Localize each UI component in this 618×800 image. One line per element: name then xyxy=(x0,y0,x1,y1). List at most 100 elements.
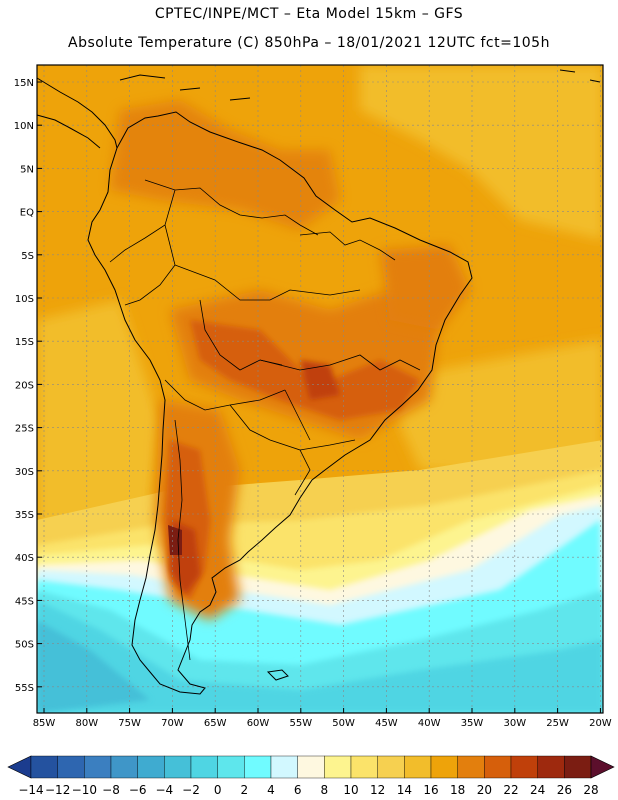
colorbar-arrow-right xyxy=(590,755,615,779)
field-22 xyxy=(190,320,420,420)
field-m2 xyxy=(37,620,150,713)
colorbar-bin xyxy=(137,755,165,779)
field-26 xyxy=(168,525,182,555)
colorbar-tick-label: 10 xyxy=(343,783,358,797)
lat-label: 10S xyxy=(15,294,34,305)
field-24-central xyxy=(300,360,340,400)
colorbar-bin xyxy=(537,755,565,779)
colorbar-bin xyxy=(457,755,485,779)
colorbar-tick-label: 18 xyxy=(450,783,465,797)
lon-label: 55W xyxy=(289,718,312,729)
field-16-ne xyxy=(360,65,603,240)
title-line-1: CPTEC/INPE/MCT – Eta Model 15km – GFS xyxy=(154,6,464,22)
lat-label: 15N xyxy=(14,78,34,89)
title-line-2: Absolute Temperature (C) 850hPa – 18/01/… xyxy=(68,35,550,51)
temperature-field xyxy=(37,65,603,713)
colorbar-bin xyxy=(217,755,245,779)
colorbar-tick-label: −12 xyxy=(45,783,70,797)
colorbar-tick-label: −10 xyxy=(72,783,97,797)
lon-label: 75W xyxy=(118,718,141,729)
colorbar-tick-label: 28 xyxy=(583,783,598,797)
lon-label: 80W xyxy=(75,718,98,729)
lat-label: 50S xyxy=(15,640,34,651)
lat-label: 10N xyxy=(14,121,34,132)
lon-label: 20W xyxy=(589,718,612,729)
colorbar-bin xyxy=(297,755,325,779)
lon-label: 30W xyxy=(503,718,526,729)
colorbar-bin xyxy=(404,755,432,779)
colorbar-tick-label: 6 xyxy=(294,783,302,797)
lat-label: 35S xyxy=(15,510,34,521)
colorbar-bin xyxy=(30,755,58,779)
colorbar-bin xyxy=(164,755,192,779)
colorbar-tick-label: 2 xyxy=(241,783,249,797)
colorbar-bin xyxy=(57,755,85,779)
colorbar-labels: −14 −12 −10 −8 −6 −4 −2 0 2 4 6 8 10 12 14 16 18 20 22 24 26… xyxy=(18,783,598,797)
caribbean-islands xyxy=(119,69,601,101)
lon-label: 25W xyxy=(546,718,569,729)
lat-label: 30S xyxy=(15,467,34,478)
latitude-labels: 15N 10N 5N EQ 5S 10S 15S 20S 25S 30S 35S 40S 45S 50S 5… xyxy=(14,78,42,694)
lon-label: 60W xyxy=(247,718,270,729)
colorbar-bin xyxy=(110,755,138,779)
lon-label: 35W xyxy=(461,718,484,729)
lat-label: 45S xyxy=(15,596,34,607)
lon-label: 45W xyxy=(375,718,398,729)
colorbar-bin xyxy=(244,755,272,779)
colorbar-tick-label: 14 xyxy=(397,783,412,797)
field-16-west xyxy=(37,300,160,560)
colorbar-bin xyxy=(270,755,298,779)
colorbar-bin xyxy=(430,755,458,779)
colorbar-tick-label: 12 xyxy=(370,783,385,797)
colorbar xyxy=(7,755,615,779)
colorbar-bin xyxy=(84,755,112,779)
colorbar-arrow-left xyxy=(7,755,32,779)
colorbar-tick-label: 24 xyxy=(530,783,545,797)
colorbar-bin xyxy=(484,755,512,779)
lat-label: 15S xyxy=(15,337,34,348)
colorbar-tick-label: −6 xyxy=(129,783,147,797)
longitude-labels: 85W 80W 75W 70W 65W 60W 55W 50W 45W 40W 35W 30W 25W 2… xyxy=(33,708,612,729)
lon-label: 40W xyxy=(418,718,441,729)
colorbar-tick-label: 8 xyxy=(321,783,329,797)
field-0 xyxy=(37,600,603,713)
field-16-east xyxy=(380,340,603,480)
colorbar-tick-label: 16 xyxy=(423,783,438,797)
colorbar-tick-label: 0 xyxy=(214,783,222,797)
field-20-ne xyxy=(380,245,470,330)
colorbar-tick-label: −14 xyxy=(18,783,43,797)
lon-label: 70W xyxy=(161,718,184,729)
colorbar-bin xyxy=(324,755,352,779)
lat-label: 40S xyxy=(15,553,34,564)
coastline xyxy=(36,69,601,695)
lat-label: EQ xyxy=(20,208,34,219)
country-borders xyxy=(109,179,421,661)
falklands xyxy=(266,669,289,681)
lat-label: 25S xyxy=(15,424,34,435)
south-america-outline xyxy=(87,111,473,695)
colorbar-tick-label: 4 xyxy=(267,783,275,797)
colorbar-tick-label: 20 xyxy=(477,783,492,797)
colorbar-tick-label: −8 xyxy=(102,783,120,797)
lat-label: 55S xyxy=(15,683,34,694)
colorbar-tick-label: 22 xyxy=(503,783,518,797)
colorbar-bin xyxy=(377,755,405,779)
field-20-north xyxy=(110,100,340,230)
lat-label: 5N xyxy=(20,164,34,175)
colorbar-bin xyxy=(190,755,218,779)
map-frame xyxy=(36,64,604,714)
lat-label: 20S xyxy=(15,380,34,391)
colorbar-bin xyxy=(564,755,592,779)
colorbar-tick-label: 26 xyxy=(557,783,572,797)
colorbar-bin xyxy=(510,755,538,779)
lon-label: 85W xyxy=(33,718,56,729)
central-america-outline xyxy=(36,77,118,149)
lon-label: 50W xyxy=(332,718,355,729)
colorbar-bin xyxy=(350,755,378,779)
colorbar-tick-label: −2 xyxy=(182,783,200,797)
graticule xyxy=(37,65,603,713)
colorbar-tick-label: −4 xyxy=(155,783,173,797)
lon-label: 65W xyxy=(204,718,227,729)
lat-label: 5S xyxy=(21,251,34,262)
